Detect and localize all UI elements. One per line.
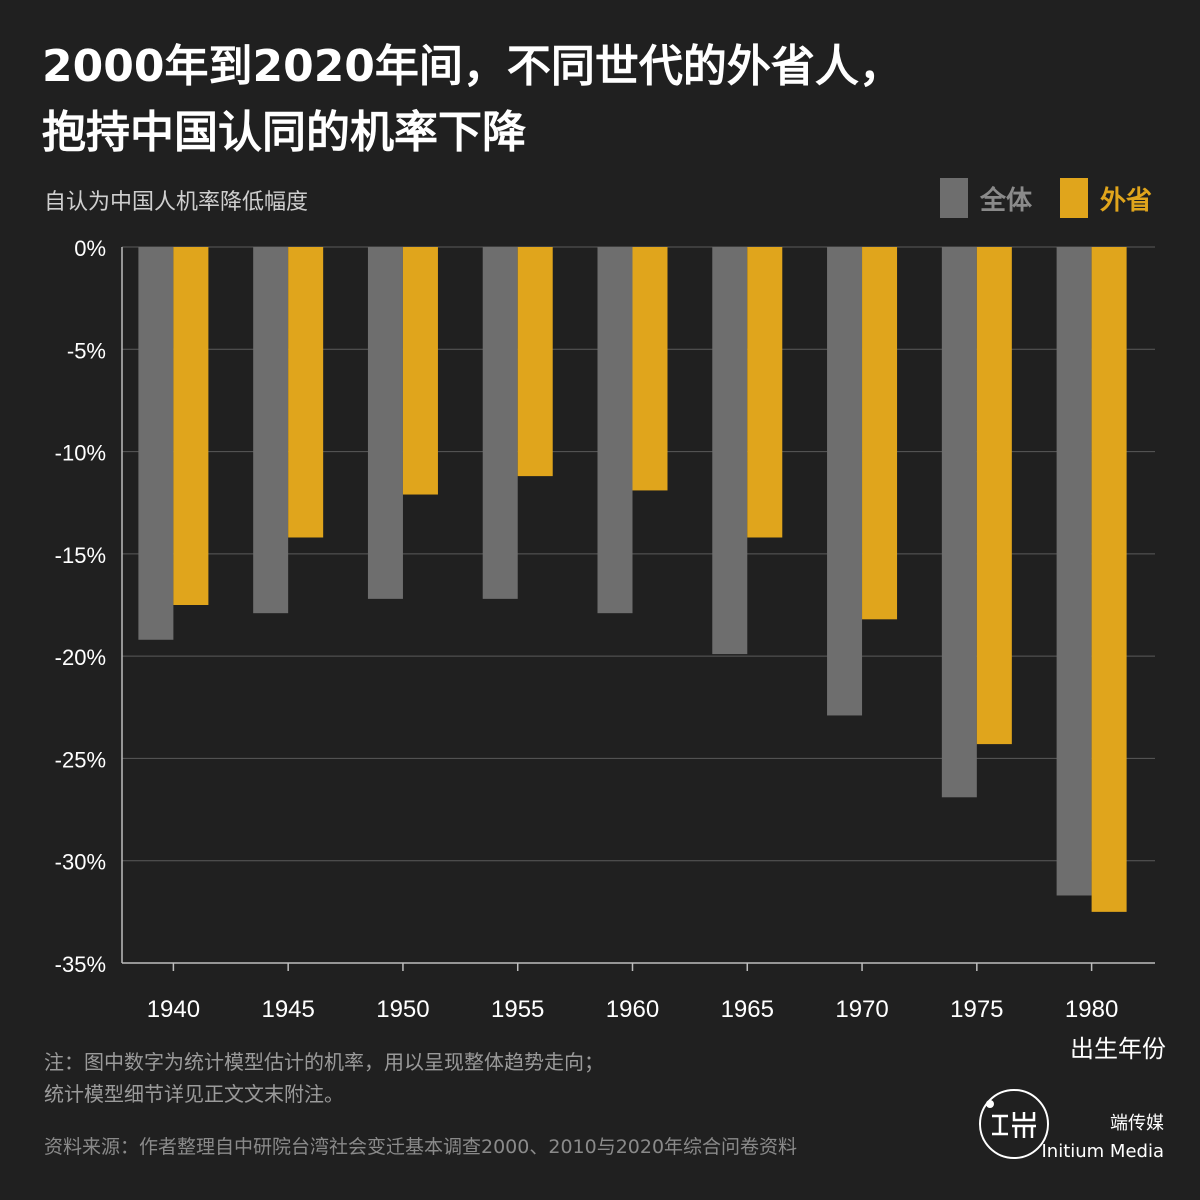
legend-swatch-all [939,178,968,218]
title-line-2: 抱持中国认同的机率下降 [42,107,526,158]
title-line-1: 2000年到2020年间，不同世代的外省人， [42,41,903,92]
y-tick-label: 0% [74,236,106,261]
bar-all-1950 [367,247,403,599]
chart-title: 2000年到2020年间，不同世代的外省人， 抱持中国认同的机率下降 [42,34,1162,166]
x-tick-label: 1940 [147,996,200,1023]
initium-logo-icon [979,1089,1049,1159]
footnote: 注：图中数字为统计模型估计的机率，用以呈现整体趋势走向； 统计模型细节详见正文文… [44,1046,604,1110]
bar-mainlander-1970 [862,247,898,620]
x-tick-label: 1970 [835,996,888,1023]
footnote-line-1: 注：图中数字为统计模型估计的机率，用以呈现整体趋势走向； [44,1050,604,1074]
bar-mainlander-1940 [173,247,209,605]
x-tick-label: 1980 [1065,996,1118,1023]
y-tick-label: -25% [55,747,106,772]
y-tick-label: -35% [55,952,106,977]
y-tick-label: -5% [67,338,106,363]
y-tick-label: -30% [55,850,106,875]
bar-all-1965 [712,247,748,655]
legend-label-mainlander: 外省 [1099,185,1152,216]
bar-mainlander-1960 [632,247,668,491]
bar-all-1980 [1056,247,1092,896]
y-tick-label: -20% [55,645,106,670]
legend: 全体 外省 [926,178,1152,218]
source-text: 资料来源：作者整理自中研院台湾社会变迁基本调查2000、2010与2020年综合… [44,1136,798,1158]
legend-label-all: 全体 [979,185,1032,216]
x-tick-label: 1950 [376,996,429,1023]
bar-all-1940 [138,247,174,640]
bar-all-1945 [253,247,289,614]
brand: 端传媒 Initium Media [1041,1110,1164,1166]
bar-all-1970 [827,247,863,716]
bar-all-1975 [941,247,977,798]
bar-mainlander-1965 [747,247,783,538]
x-axis-title: 出生年份 [1070,1035,1166,1063]
x-tick-label: 1965 [721,996,774,1023]
brand-cn: 端传媒 [1110,1113,1164,1134]
x-tick-label: 1945 [261,996,314,1023]
x-tick-label: 1975 [950,996,1003,1023]
legend-item-mainlander: 外省 [1059,178,1152,218]
legend-swatch-mainlander [1059,178,1088,218]
bar-all-1955 [482,247,518,599]
y-tick-label: -15% [55,543,106,568]
bar-mainlander-1975 [976,247,1012,745]
y-tick-label: -10% [55,441,106,466]
footnote-line-2: 统计模型细节详见正文文末附注。 [44,1082,344,1106]
bar-all-1960 [597,247,633,614]
brand-en: Initium Media [1041,1141,1164,1162]
bar-mainlander-1950 [402,247,438,495]
x-tick-label: 1955 [491,996,544,1023]
x-tick-label: 1960 [606,996,659,1023]
bar-mainlander-1945 [288,247,324,538]
legend-item-all: 全体 [939,178,1032,218]
chart-subtitle: 自认为中国人机率降低幅度 [44,190,309,215]
bar-mainlander-1955 [517,247,553,477]
bar-mainlander-1980 [1091,247,1127,912]
bar-chart: 0% -5% -10% -15% -20% -25% -30% -35% 1940 1945 195… [55,236,1166,1063]
